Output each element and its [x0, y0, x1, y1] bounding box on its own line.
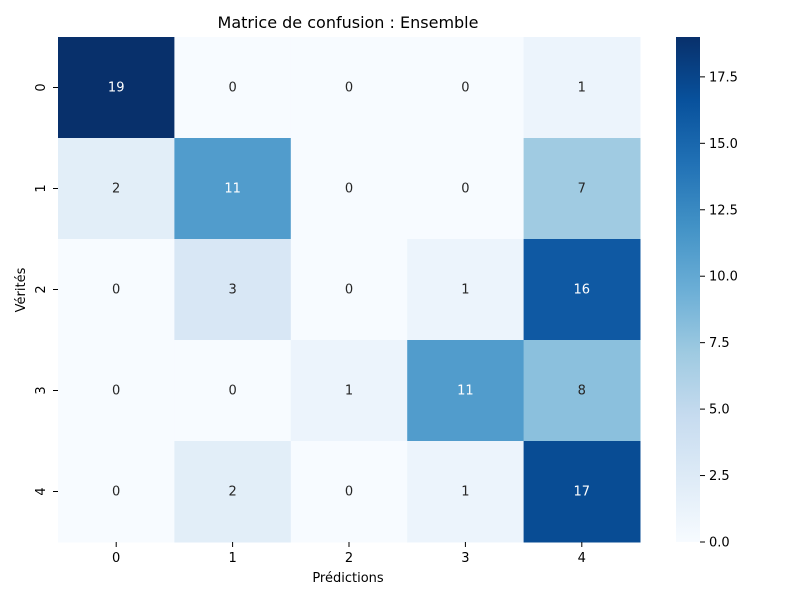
cell-value-label: 11: [224, 182, 241, 197]
heatmap-cell: [523, 138, 641, 240]
y-tick-label: 1: [34, 184, 49, 192]
y-axis-label: Vérités: [14, 267, 29, 312]
heatmap-cells: 19 0 0 0 12 11 0 0 70 3 0 1 160 0 1 11 80 2 0 1 17: [58, 37, 641, 543]
cell-value-label: 17: [574, 485, 591, 500]
x-tick-label: 3: [461, 551, 469, 566]
cell-value-label: 7: [578, 182, 586, 197]
colorbar-tick-label: 2.5: [709, 469, 730, 484]
cell-value-label: 1: [345, 384, 353, 399]
heatmap-cell: [58, 340, 175, 442]
y-tick-label: 2: [34, 285, 49, 293]
heatmap-cell: [290, 239, 408, 341]
x-tick-label: 2: [345, 551, 353, 566]
colorbar-tick-label: 5.0: [709, 403, 730, 418]
colorbar-ticks: 0.0 2.5 5.0 7.5 10.0 12.5 15.0 17.5: [700, 70, 738, 551]
cell-value-label: 0: [461, 81, 469, 96]
heatmap-cell: [290, 441, 408, 543]
colorbar-tick-label: 15.0: [709, 137, 738, 152]
heatmap-cell: [290, 138, 408, 240]
colorbar-tick-label: 12.5: [709, 203, 738, 218]
heatmap-cell: [290, 37, 408, 139]
heatmap-cell: [58, 441, 175, 543]
heatmap-cell: [58, 37, 175, 139]
heatmap-cell: [407, 138, 525, 240]
cell-value-label: 19: [108, 81, 125, 96]
cell-value-label: 0: [112, 384, 120, 399]
heatmap-cell: [407, 441, 525, 543]
heatmap-cell: [523, 37, 641, 139]
x-tick-label: 1: [228, 551, 236, 566]
colorbar: [676, 37, 700, 542]
heatmap-cell: [407, 340, 525, 442]
cell-value-label: 0: [345, 485, 353, 500]
cell-value-label: 0: [112, 485, 120, 500]
cell-value-label: 2: [112, 182, 120, 197]
cell-value-label: 2: [228, 485, 236, 500]
heatmap-cell: [174, 441, 292, 543]
heatmap-cell: [174, 239, 292, 341]
cell-value-label: 1: [578, 81, 586, 96]
y-axis-ticks: 0 1 2 3 4: [34, 83, 58, 496]
cell-value-label: 0: [112, 283, 120, 298]
x-tick-label: 0: [112, 551, 120, 566]
cell-value-label: 1: [461, 485, 469, 500]
y-tick-label: 0: [34, 83, 49, 91]
cell-value-label: 0: [345, 283, 353, 298]
heatmap-cell: [523, 340, 641, 442]
heatmap-cell: [174, 340, 292, 442]
heatmap-cell: [523, 239, 641, 341]
cell-value-label: 0: [228, 81, 236, 96]
heatmap-cell: [174, 37, 292, 139]
colorbar-tick-label: 10.0: [709, 270, 738, 285]
heatmap-cell: [174, 138, 292, 240]
chart-title: Matrice de confusion : Ensemble: [218, 13, 479, 32]
colorbar-tick-label: 7.5: [709, 336, 730, 351]
heatmap-cell: [290, 340, 408, 442]
colorbar-tick-label: 0.0: [709, 536, 730, 551]
cell-value-label: 8: [578, 384, 586, 399]
cell-value-label: 0: [228, 384, 236, 399]
cell-value-label: 11: [457, 384, 474, 399]
heatmap-cell: [58, 239, 175, 341]
y-tick-label: 3: [34, 386, 49, 394]
heatmap-cell: [407, 37, 525, 139]
colorbar-tick-label: 17.5: [709, 70, 738, 85]
cell-value-label: 3: [228, 283, 236, 298]
x-axis-ticks: 0 1 2 3 4: [112, 542, 586, 566]
cell-value-label: 1: [461, 283, 469, 298]
x-axis-label: Prédictions: [312, 571, 384, 586]
cell-value-label: 16: [574, 283, 591, 298]
x-tick-label: 4: [578, 551, 586, 566]
y-tick-label: 4: [34, 487, 49, 495]
cell-value-label: 0: [345, 182, 353, 197]
cell-value-label: 0: [461, 182, 469, 197]
cell-value-label: 0: [345, 81, 353, 96]
heatmap-cell: [407, 239, 525, 341]
heatmap-cell: [58, 138, 175, 240]
heatmap-cell: [523, 441, 641, 543]
